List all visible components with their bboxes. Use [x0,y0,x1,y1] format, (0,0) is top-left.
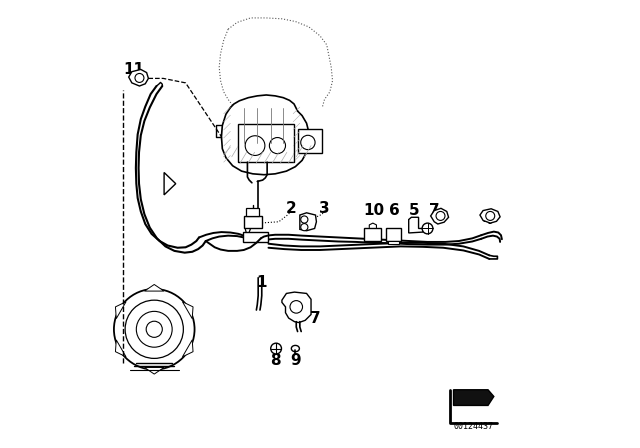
Polygon shape [115,340,126,357]
Ellipse shape [291,345,300,352]
Circle shape [271,343,282,354]
Polygon shape [454,390,494,405]
Text: 7: 7 [429,203,440,218]
Text: 2: 2 [285,201,296,216]
Bar [246,208,259,216]
Bar [364,228,381,241]
Text: 10: 10 [363,203,385,218]
Polygon shape [300,213,316,231]
Circle shape [136,311,172,347]
Circle shape [146,321,163,337]
Circle shape [301,216,308,223]
Circle shape [269,138,285,154]
Text: 8: 8 [270,353,280,368]
Bar [298,129,323,153]
Text: 4: 4 [483,212,493,227]
Bar [387,228,401,241]
Bar [239,124,294,162]
Polygon shape [145,367,164,374]
Circle shape [135,73,144,82]
Circle shape [125,300,184,358]
Polygon shape [129,69,148,86]
Text: 9: 9 [290,353,301,368]
Polygon shape [182,340,193,357]
Polygon shape [164,172,176,195]
Polygon shape [145,284,164,291]
Circle shape [301,135,315,150]
Circle shape [436,211,445,220]
Text: 00124437: 00124437 [453,422,493,431]
Text: 6: 6 [388,203,399,218]
Circle shape [245,136,265,155]
Circle shape [486,211,495,220]
Polygon shape [409,217,423,233]
Polygon shape [115,302,126,319]
Bar [243,232,268,242]
Text: 7: 7 [310,310,321,326]
Polygon shape [480,209,500,223]
Text: 1: 1 [257,275,267,290]
Circle shape [422,223,433,234]
Circle shape [114,289,195,370]
Text: 3: 3 [319,201,330,216]
Circle shape [290,301,303,313]
Polygon shape [282,292,311,323]
Text: 5: 5 [409,203,419,218]
Circle shape [301,224,308,231]
Polygon shape [431,208,449,224]
Bar [244,216,262,228]
Text: 11: 11 [124,62,145,77]
Polygon shape [182,302,193,319]
Bar [388,241,399,244]
